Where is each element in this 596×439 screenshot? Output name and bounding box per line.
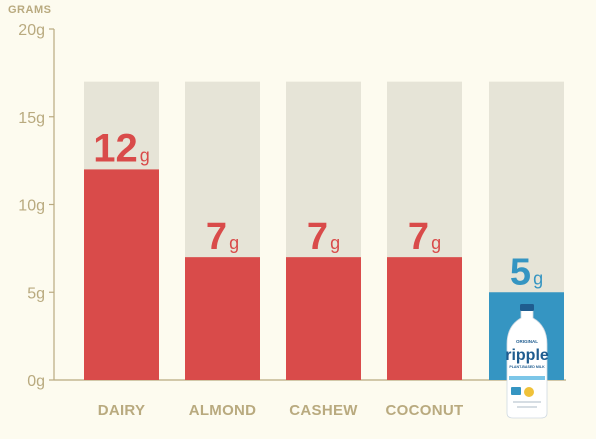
bottle-seal-icon [524, 387, 534, 397]
y-axis-title: GRAMS [8, 4, 51, 16]
bar [84, 169, 159, 380]
bottle-badge-icon [511, 387, 521, 395]
bottle-fineprint [513, 401, 541, 403]
y-tick-label: 0g [27, 373, 45, 390]
y-tick-label: 15g [18, 110, 45, 127]
category-label: CASHEW [289, 402, 358, 419]
bar [286, 257, 361, 380]
value-labels: 12 g 7 g 7 g 7 g 5 g [93, 126, 543, 293]
bottle-brand: ripple [505, 347, 549, 364]
bottle-subtitle: PLANT-BASED MILK [509, 365, 545, 369]
y-tick-label: 20g [18, 22, 45, 39]
y-tick-label: 5g [27, 285, 45, 302]
y-tick-label: 10g [18, 198, 45, 215]
category-label: DAIRY [98, 402, 146, 419]
bar [185, 257, 260, 380]
bottle-cap [520, 304, 534, 311]
bars [84, 81, 564, 381]
category-labels: DAIRY ALMOND CASHEW COCONUT [98, 402, 464, 419]
bottle-variant: ORIGINAL [516, 339, 538, 344]
category-label: ALMOND [189, 402, 257, 419]
bottle-fineprint [517, 406, 537, 408]
bar [387, 257, 462, 380]
category-label: COCONUT [386, 402, 464, 419]
bottle-stripe [509, 376, 545, 380]
value-label: 12 g [93, 126, 150, 170]
